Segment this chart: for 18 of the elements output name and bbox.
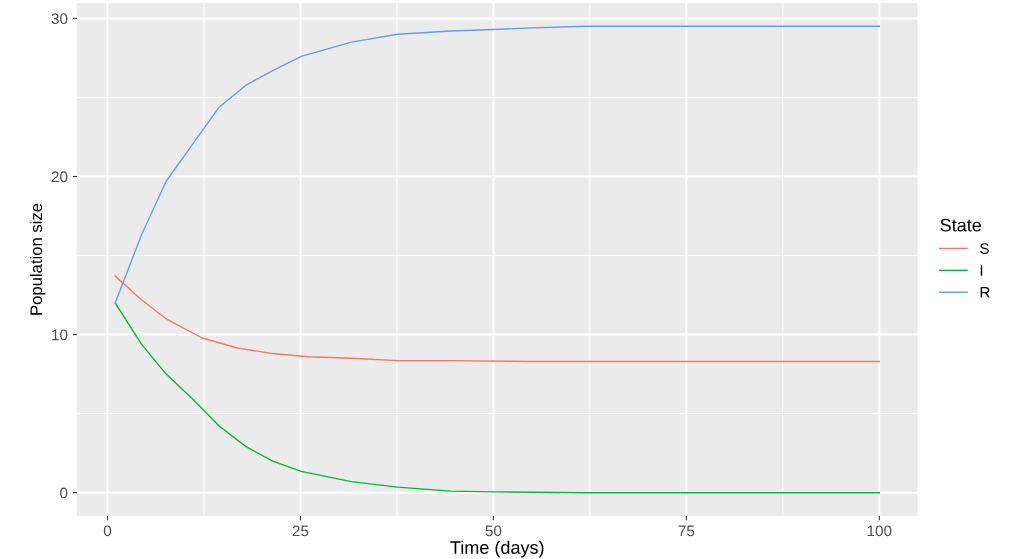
y-tick-label: 30 xyxy=(51,13,68,25)
line-series xyxy=(114,25,880,304)
x-tick-label: 0 xyxy=(103,525,112,537)
y-tick-label: 0 xyxy=(60,487,68,499)
legend-title: State xyxy=(940,218,982,232)
legend-label: S xyxy=(980,243,989,254)
line-series xyxy=(114,275,880,363)
x-tick-label: 25 xyxy=(292,525,309,537)
x-tick-label: 100 xyxy=(867,525,892,537)
x-tick-label: 75 xyxy=(678,525,695,537)
line-series xyxy=(114,302,880,494)
legend-label: I xyxy=(980,265,983,276)
y-tick-label: 10 xyxy=(52,329,68,341)
y-axis-title: Population size xyxy=(29,203,46,315)
y-tick-label: 20 xyxy=(51,171,68,183)
x-tick-label: 50 xyxy=(485,525,502,537)
legend-label: R xyxy=(980,287,990,298)
x-axis-title: Time (days) xyxy=(450,540,544,558)
